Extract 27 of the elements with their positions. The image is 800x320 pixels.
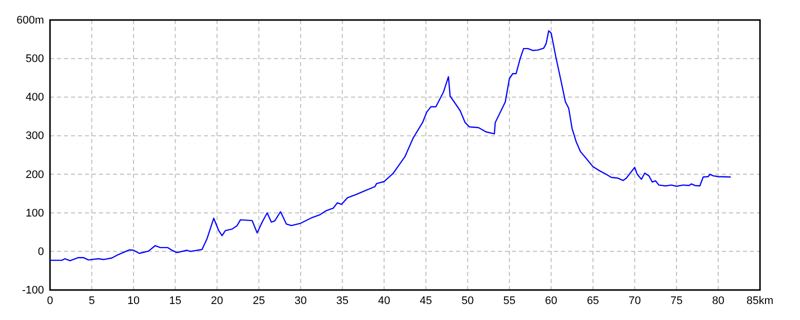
x-tick-label: 20	[210, 294, 224, 307]
x-tick-label: 50	[462, 294, 474, 307]
x-tick-label: 0	[46, 294, 54, 307]
y-tick-label: -100	[22, 284, 44, 297]
y-tick-label: 400	[26, 92, 44, 104]
y-tick-label: 600m	[16, 14, 44, 27]
y-tick-label: 200	[26, 168, 44, 181]
x-tick-label: 65	[586, 294, 600, 307]
x-tick-label: 10	[127, 294, 140, 307]
line-series	[49, 30, 732, 262]
x-tick-label: 30	[294, 294, 307, 307]
x-tick-label: 45	[420, 294, 432, 307]
y-tick-label: 300	[26, 130, 44, 142]
x-tick-label: 55	[503, 294, 516, 307]
x-tick-label: 75	[670, 294, 683, 307]
x-tick-label: 35	[336, 294, 348, 307]
x-tick-label: 5	[88, 294, 95, 307]
x-tick-label: 85km	[746, 294, 774, 307]
x-tick-label: 60	[545, 294, 558, 307]
x-tick-label: 80	[712, 294, 724, 307]
x-tick-label: 70	[628, 294, 641, 307]
x-tick-label: 15	[169, 294, 182, 307]
x-tick-label: 40	[378, 294, 390, 307]
y-tick-label: 0	[38, 246, 44, 258]
x-tick-label: 25	[252, 294, 265, 307]
y-tick-label: 100	[26, 207, 44, 220]
y-tick-label: 500	[26, 53, 44, 66]
